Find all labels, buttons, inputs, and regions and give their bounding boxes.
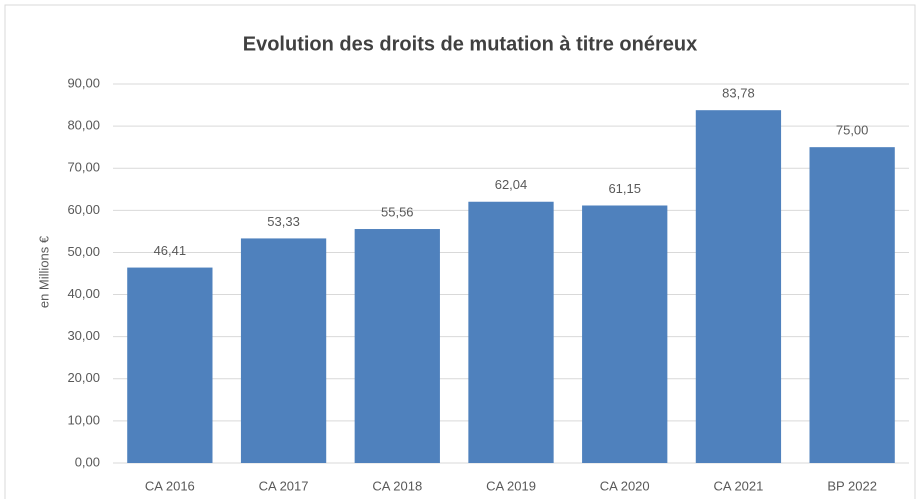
bar: [695, 110, 782, 463]
x-tick-label: CA 2018: [372, 478, 422, 493]
y-tick-label: 0,00: [75, 454, 100, 469]
data-label: 46,41: [154, 243, 187, 258]
bar: [240, 238, 327, 463]
x-tick-label: BP 2022: [827, 478, 877, 493]
bar: [127, 267, 213, 463]
y-tick-label: 80,00: [67, 118, 100, 133]
y-tick-label: 90,00: [67, 75, 100, 90]
data-label: 53,33: [267, 214, 300, 229]
x-tick-label: CA 2020: [600, 478, 650, 493]
bar: [354, 229, 440, 463]
bar: [582, 205, 668, 464]
x-tick-label: CA 2016: [145, 478, 195, 493]
x-tick-label: CA 2021: [713, 478, 763, 493]
data-label: 61,15: [608, 181, 641, 196]
data-label: 83,78: [722, 86, 755, 101]
y-tick-label: 40,00: [67, 286, 100, 301]
y-tick-label: 50,00: [67, 244, 100, 259]
data-label: 55,56: [381, 204, 414, 219]
data-label: 62,04: [495, 177, 528, 192]
x-tick-label: CA 2019: [486, 478, 536, 493]
x-tick-label: CA 2017: [259, 478, 309, 493]
bar: [809, 147, 895, 463]
y-tick-label: 30,00: [67, 328, 100, 343]
bar: [468, 201, 554, 463]
y-axis-label: en Millions €: [36, 235, 51, 308]
y-tick-label: 10,00: [67, 412, 100, 427]
y-tick-label: 20,00: [67, 370, 100, 385]
y-tick-label: 70,00: [67, 160, 100, 175]
chart-title: Evolution des droits de mutation à titre…: [243, 33, 698, 55]
y-tick-label: 60,00: [67, 202, 100, 217]
data-label: 75,00: [836, 123, 869, 138]
